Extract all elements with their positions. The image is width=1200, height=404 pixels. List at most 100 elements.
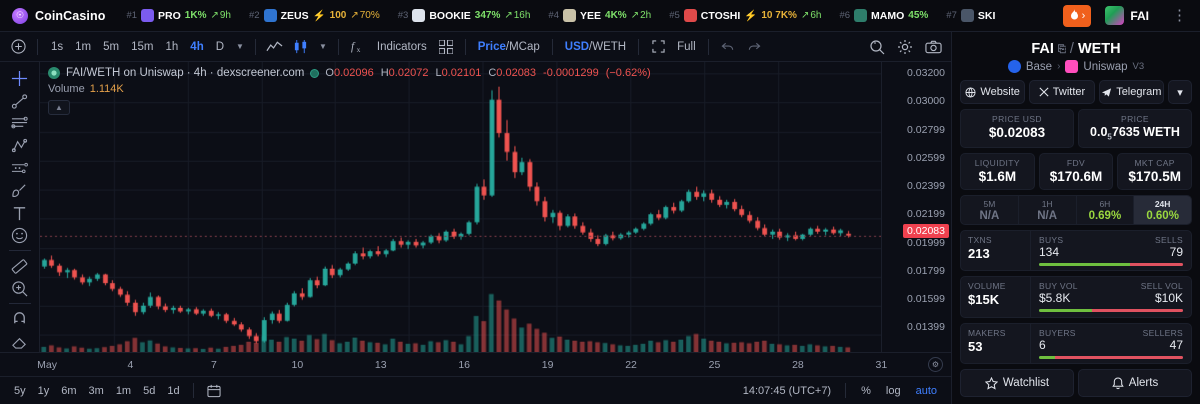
- volume-split-values: $5.8K $10K: [1039, 291, 1183, 305]
- range-5y[interactable]: 5y: [14, 384, 26, 397]
- undo-icon[interactable]: [716, 36, 740, 58]
- telegram-icon: [1101, 87, 1112, 98]
- time-axis[interactable]: May 4 7 10 13 16 19 22 25 28 31 ⚙: [0, 352, 951, 376]
- pair-base-symbol: FAI: [1031, 41, 1054, 57]
- timeframe-1s[interactable]: 1s: [51, 40, 64, 53]
- trend-line-icon[interactable]: [7, 90, 33, 111]
- chevron-up-icon[interactable]: ▲: [48, 100, 70, 115]
- ticker-age: ↗ 2h: [630, 10, 652, 21]
- txns-ratio-bar: [1039, 263, 1183, 267]
- gear-icon[interactable]: [893, 36, 917, 58]
- makers-total: MAKERS 53: [961, 323, 1031, 364]
- ticker-item[interactable]: #4 YEE 4K% ↗ 2h: [539, 9, 660, 22]
- telegram-button[interactable]: Telegram: [1098, 80, 1164, 104]
- time-axis-settings-icon[interactable]: ⚙: [928, 357, 943, 372]
- range-1m[interactable]: 1m: [115, 384, 132, 397]
- pair-avatar: [1105, 6, 1125, 25]
- bell-icon: [1112, 376, 1124, 390]
- horizontal-lines-icon[interactable]: [7, 113, 33, 134]
- timeframe-4h[interactable]: 4h: [190, 40, 204, 53]
- kebab-menu-icon[interactable]: ⋮: [1172, 7, 1187, 24]
- price-mcap-toggle[interactable]: Price/MCap: [473, 38, 545, 56]
- expand-icon[interactable]: [646, 36, 670, 58]
- fullscreen-button[interactable]: Full: [677, 40, 696, 53]
- copy-icon[interactable]: ⎘: [1057, 43, 1066, 55]
- alerts-button[interactable]: Alerts: [1078, 369, 1192, 398]
- ticker-item[interactable]: #7 SKI: [937, 9, 1004, 22]
- pattern-icon[interactable]: [7, 158, 33, 179]
- period-24h[interactable]: 24H 0.60%: [1134, 195, 1191, 225]
- ticker-token-icon: [263, 9, 277, 22]
- camera-icon[interactable]: [921, 36, 945, 58]
- ruler-icon[interactable]: [7, 255, 33, 276]
- period-value: N/A: [979, 209, 1000, 222]
- website-button[interactable]: Website: [960, 80, 1026, 104]
- plus-circle-icon[interactable]: [6, 36, 30, 58]
- range-1y[interactable]: 1y: [37, 384, 50, 397]
- candlestick-icon[interactable]: [289, 36, 313, 58]
- text-tool-icon[interactable]: [7, 203, 33, 224]
- ticker-rank: #1: [126, 10, 138, 21]
- chevron-down-icon[interactable]: ▾: [1167, 80, 1192, 104]
- ticker-item[interactable]: #3 BOOKIE 347% ↗ 16h: [389, 9, 540, 22]
- grid-layout-icon[interactable]: [434, 36, 458, 58]
- eraser-icon[interactable]: [7, 331, 33, 352]
- price-axis[interactable]: 0.03200 0.03000 0.02799 0.02599 0.02399 0.021…: [881, 62, 951, 352]
- timeframe-1h[interactable]: 1h: [165, 40, 179, 53]
- fib-pitchfork-icon[interactable]: [7, 135, 33, 156]
- period-6h[interactable]: 6H 0.69%: [1077, 195, 1135, 225]
- timeframe-chevron-down-icon[interactable]: ▼: [236, 42, 244, 51]
- dex-version: V3: [1132, 61, 1145, 72]
- brand-logo-group[interactable]: ☉ CoinCasino: [0, 7, 117, 24]
- ticker-item[interactable]: #6 MAMO 45%: [830, 9, 937, 22]
- timeframe-1m[interactable]: 1m: [75, 40, 92, 53]
- star-icon: [984, 376, 998, 390]
- calendar-icon[interactable]: [201, 381, 227, 401]
- chart-plot[interactable]: FAI/WETH on Uniswap · 4h · dexscreener.c…: [40, 62, 881, 352]
- range-5d[interactable]: 5d: [143, 384, 156, 397]
- ticker-rank: #6: [839, 10, 851, 21]
- period-1h[interactable]: 1H N/A: [1019, 195, 1077, 225]
- range-6m[interactable]: 6m: [61, 384, 77, 397]
- volume-split-labels: BUY VOL SELL VOL: [1039, 281, 1183, 291]
- percent-scale-button[interactable]: %: [861, 384, 871, 397]
- brush-icon[interactable]: [7, 180, 33, 201]
- ticker-item[interactable]: #2 ZEUS ⚡ 100 ↗ 70%: [240, 9, 389, 22]
- active-pair-chip[interactable]: FAI: [1095, 6, 1159, 25]
- range-3m[interactable]: 3m: [88, 384, 104, 397]
- svg-text:x: x: [356, 45, 360, 54]
- dex-name[interactable]: Uniswap: [1083, 60, 1128, 73]
- period-change-tabs: 5M N/A 1H N/A 6H 0.69% 24H 0.60%: [960, 194, 1192, 226]
- magnet-icon[interactable]: [7, 308, 33, 329]
- ticker-item[interactable]: #5 CTOSHI ⚡ 10 7K% ↗ 6h: [660, 9, 830, 22]
- currency-toggle[interactable]: USD/WETH: [560, 38, 631, 56]
- ticker-item[interactable]: #1 PRO 1K% ↗ 9h: [117, 9, 240, 22]
- sell-vol-label: SELL VOL: [1140, 281, 1183, 292]
- redo-icon[interactable]: [742, 36, 766, 58]
- chain-name[interactable]: Base: [1025, 60, 1053, 73]
- candlestick-canvas[interactable]: [40, 62, 881, 352]
- liquidity-cards-row: LIQUIDITY $1.6M FDV $170.6M MKT CAP $170…: [960, 152, 1193, 190]
- charttype-chevron-down-icon[interactable]: ▼: [318, 42, 327, 51]
- range-1d[interactable]: 1d: [167, 384, 180, 397]
- indicators-button[interactable]: Indicators: [376, 40, 427, 53]
- crosshair-icon[interactable]: [7, 68, 33, 89]
- line-chart-icon[interactable]: [263, 36, 287, 58]
- flame-promo-button[interactable]: ›: [1062, 4, 1092, 27]
- timeframe-5m[interactable]: 5m: [103, 40, 120, 53]
- log-scale-button[interactable]: log: [885, 384, 901, 397]
- sellers-label: SELLERS: [1142, 327, 1183, 338]
- volume-metric: VOLUME $15K BUY VOL SELL VOL $5.8K $10K: [960, 276, 1192, 318]
- search-chart-icon[interactable]: [865, 36, 889, 58]
- emoji-icon[interactable]: [7, 225, 33, 246]
- watchlist-button[interactable]: Watchlist: [960, 369, 1074, 398]
- timeframe-D[interactable]: D: [215, 40, 225, 53]
- twitter-button[interactable]: Twitter: [1029, 80, 1095, 104]
- zoom-in-icon[interactable]: [7, 278, 33, 299]
- period-5m[interactable]: 5M N/A: [961, 195, 1019, 225]
- timeframe-15m[interactable]: 15m: [131, 40, 154, 53]
- auto-scale-button[interactable]: auto: [915, 384, 937, 397]
- time-tick: 25: [708, 359, 721, 371]
- price-tick: 0.02199: [907, 208, 945, 221]
